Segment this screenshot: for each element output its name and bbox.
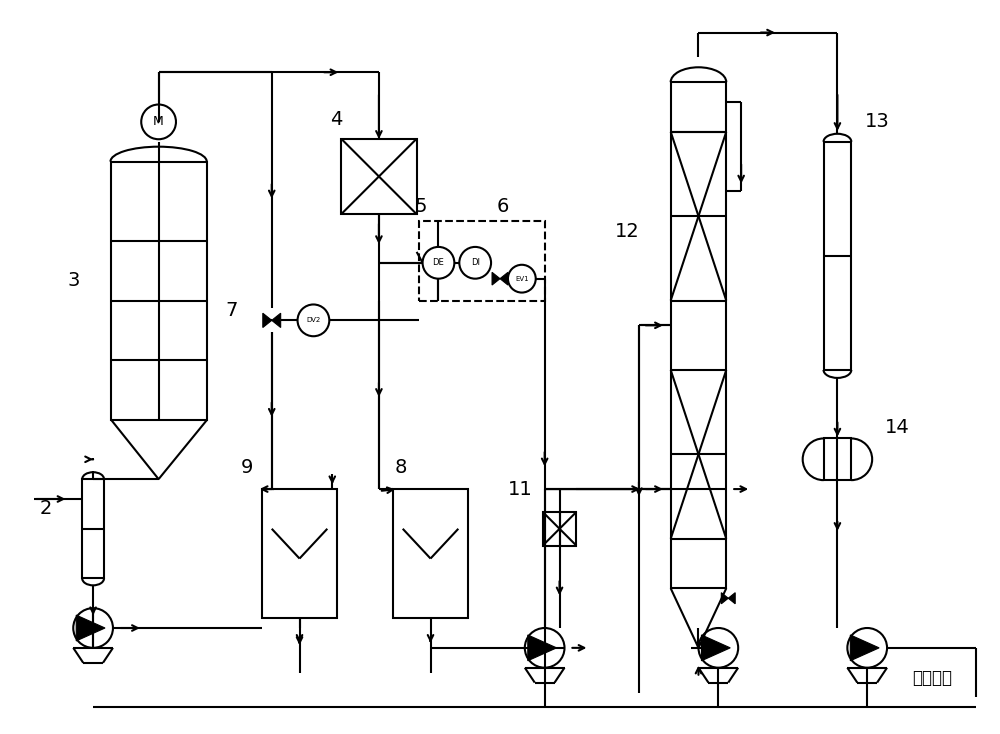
Polygon shape bbox=[272, 313, 281, 327]
Text: 13: 13 bbox=[865, 112, 889, 131]
Bar bbox=[824, 142, 851, 370]
Polygon shape bbox=[850, 635, 879, 661]
Bar bbox=[419, 221, 545, 300]
Text: DI: DI bbox=[471, 258, 480, 267]
Text: 9: 9 bbox=[241, 458, 253, 477]
Text: 污水处理: 污水处理 bbox=[912, 669, 952, 686]
Circle shape bbox=[508, 265, 536, 293]
Polygon shape bbox=[492, 272, 500, 285]
Text: 8: 8 bbox=[395, 458, 407, 477]
Polygon shape bbox=[263, 313, 272, 327]
Circle shape bbox=[73, 608, 113, 648]
Bar bbox=[111, 161, 207, 420]
Circle shape bbox=[847, 628, 887, 668]
Polygon shape bbox=[500, 272, 508, 285]
Bar bbox=[82, 479, 104, 578]
Polygon shape bbox=[76, 615, 105, 641]
Bar bbox=[393, 489, 468, 618]
Bar bbox=[262, 489, 337, 618]
Text: 6: 6 bbox=[497, 197, 509, 216]
Text: DE: DE bbox=[433, 258, 444, 267]
Circle shape bbox=[423, 247, 454, 279]
Bar bbox=[671, 82, 726, 589]
Bar bbox=[341, 139, 417, 214]
Circle shape bbox=[525, 628, 565, 668]
Polygon shape bbox=[721, 592, 728, 604]
Bar bbox=[824, 438, 851, 480]
Text: M: M bbox=[153, 115, 164, 128]
Polygon shape bbox=[728, 592, 735, 604]
Text: 7: 7 bbox=[226, 301, 238, 320]
Text: 4: 4 bbox=[330, 110, 342, 129]
Text: 11: 11 bbox=[507, 479, 532, 498]
Circle shape bbox=[298, 305, 329, 336]
Text: 3: 3 bbox=[67, 271, 79, 290]
Text: 2: 2 bbox=[39, 499, 52, 518]
Text: DV2: DV2 bbox=[306, 317, 321, 324]
Bar bbox=[543, 512, 576, 545]
Polygon shape bbox=[701, 635, 730, 661]
Text: 14: 14 bbox=[885, 418, 909, 437]
Text: 12: 12 bbox=[615, 222, 639, 241]
Polygon shape bbox=[528, 635, 557, 661]
Text: 5: 5 bbox=[414, 197, 427, 216]
Text: EV1: EV1 bbox=[515, 276, 529, 282]
Circle shape bbox=[698, 628, 738, 668]
Circle shape bbox=[459, 247, 491, 279]
